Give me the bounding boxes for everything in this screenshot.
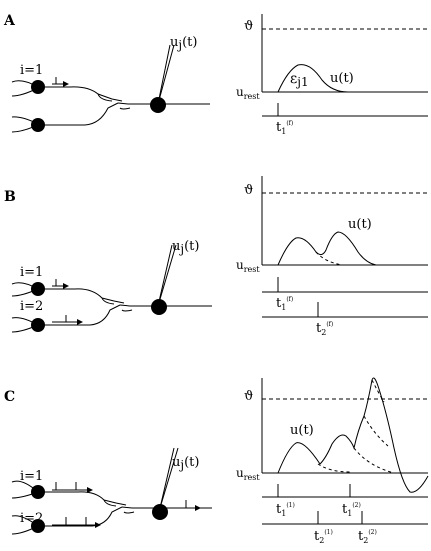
panel-c-letter: C bbox=[4, 389, 16, 405]
postsynaptic-potential-label: uj(t) bbox=[172, 455, 200, 472]
spike-time-label-2-2: t2(2) bbox=[358, 529, 377, 545]
panel-c-plot bbox=[261, 377, 429, 525]
membrane-potential-label: u(t) bbox=[330, 71, 354, 86]
spike-time-label-1-1: t1(1) bbox=[276, 502, 295, 518]
postsynaptic-soma bbox=[151, 299, 167, 315]
psp-curve-c bbox=[277, 377, 429, 493]
spike-arrows-b bbox=[52, 279, 83, 325]
neuron-1-soma bbox=[31, 485, 45, 499]
neuron-1-label: i=1 bbox=[20, 63, 44, 78]
postsynaptic-soma bbox=[152, 504, 168, 520]
postsynaptic-potential-label: uj(t) bbox=[172, 239, 200, 256]
membrane-potential-label: u(t) bbox=[290, 423, 314, 438]
rest-label: urest bbox=[236, 258, 260, 274]
panel-b-somas bbox=[31, 282, 167, 332]
panel-b-letter: B bbox=[4, 189, 16, 205]
spike-arrow-a1 bbox=[52, 77, 69, 87]
postsynaptic-soma bbox=[150, 97, 166, 113]
neuron-2-soma bbox=[31, 318, 45, 332]
threshold-label: ϑ bbox=[244, 19, 254, 34]
spike-time-label-2-1: t2(1) bbox=[314, 529, 333, 545]
spike-time-label-1-2: t1(2) bbox=[342, 502, 361, 518]
neuron-1-soma bbox=[31, 282, 45, 296]
postsynaptic-potential-label: uj(t) bbox=[170, 35, 198, 52]
membrane-potential-label: u(t) bbox=[348, 217, 372, 232]
threshold-label: ϑ bbox=[244, 183, 254, 198]
panel-b-plot bbox=[261, 176, 428, 318]
spike-arrows-c bbox=[52, 482, 201, 528]
rest-label: urest bbox=[236, 85, 260, 101]
panel-a-somas bbox=[31, 80, 166, 132]
neuron-2-label: i=2 bbox=[20, 511, 44, 526]
spike-time-label: t1(f) bbox=[276, 120, 294, 136]
neuron-2-soma bbox=[31, 519, 45, 533]
panel-a-plot bbox=[261, 14, 428, 117]
psp-curve-b bbox=[277, 231, 377, 266]
threshold-label: ϑ bbox=[244, 389, 254, 404]
spike-time-label-1: t1(f) bbox=[276, 296, 294, 312]
panel-a-letter: A bbox=[4, 13, 15, 29]
neuron-1-label: i=1 bbox=[20, 469, 44, 484]
spike-time-label-2: t2(f) bbox=[316, 321, 334, 337]
epsilon-label: εj1 bbox=[290, 71, 309, 89]
neuron-1-soma bbox=[31, 80, 45, 94]
rest-label: urest bbox=[236, 466, 260, 482]
neuron-1-label: i=1 bbox=[20, 265, 44, 280]
panel-c-somas bbox=[31, 485, 168, 533]
neuron-2-label: i=2 bbox=[20, 299, 44, 314]
panel-a-network bbox=[11, 44, 210, 133]
neuron-2-soma bbox=[31, 118, 45, 132]
psp-curve-a bbox=[277, 64, 349, 93]
